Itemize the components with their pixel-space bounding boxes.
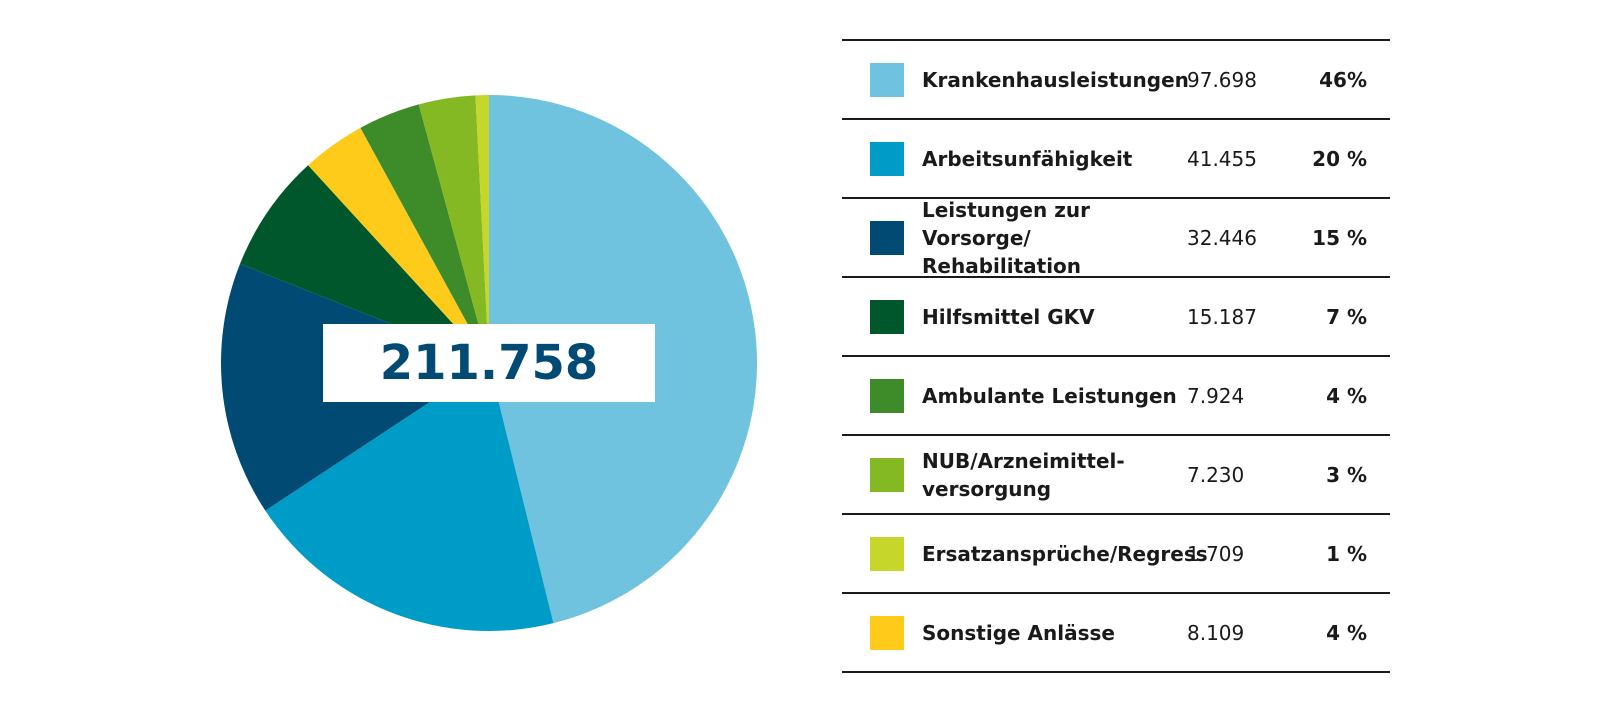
- legend-value: 32.446: [1187, 225, 1257, 250]
- legend-swatch: [870, 62, 904, 97]
- pie-slice: [265, 363, 554, 632]
- legend-swatch: [870, 141, 904, 176]
- legend-value: 8.109: [1187, 620, 1245, 645]
- legend-percent: 7 %: [1326, 304, 1367, 329]
- legend-percent: 20 %: [1312, 146, 1367, 171]
- pie-slice: [308, 127, 489, 364]
- legend-label: Hilfsmittel GKV: [922, 304, 1095, 329]
- legend-row: Ambulante Leistungen 7.924 4 %: [842, 357, 1390, 436]
- legend-row: Arbeitsunfähigkeit 41.455 20 %: [842, 120, 1390, 199]
- legend-label: Ambulante Leistungen: [922, 383, 1177, 408]
- legend-value: 41.455: [1187, 146, 1257, 171]
- legend-swatch: [870, 220, 904, 255]
- legend-value: 1.709: [1187, 541, 1245, 566]
- legend-row: Leistungen zur Vorsorge/ Rehabilitation …: [842, 197, 1390, 278]
- legend-value: 7.924: [1187, 383, 1245, 408]
- pie-slice: [475, 95, 489, 363]
- legend-value: 97.698: [1187, 67, 1257, 92]
- legend-percent: 15 %: [1312, 225, 1367, 250]
- legend-label: Krankenhausleistungen: [922, 67, 1189, 92]
- legend-swatch: [870, 299, 904, 334]
- legend-value: 7.230: [1187, 462, 1245, 487]
- legend-label: Sonstige Anlässe: [922, 620, 1115, 645]
- pie-slice: [418, 95, 489, 364]
- legend-row: Sonstige Anlässe 8.109 4 %: [842, 594, 1390, 673]
- legend-percent: 3 %: [1326, 462, 1367, 487]
- pie-slice: [240, 165, 489, 363]
- legend-swatch: [870, 536, 904, 571]
- legend-label: NUB/Arzneimittel- versorgung: [922, 448, 1125, 501]
- legend-percent: 46%: [1319, 67, 1367, 92]
- legend-percent: 4 %: [1326, 383, 1367, 408]
- legend-swatch: [870, 457, 904, 492]
- legend-row: NUB/Arzneimittel- versorgung 7.230 3 %: [842, 436, 1390, 515]
- total-label-box: 211.758: [323, 324, 655, 402]
- legend-percent: 1 %: [1326, 541, 1367, 566]
- legend-label: Ersatzansprüche/Regress: [922, 541, 1208, 566]
- legend-label: Leistungen zur Vorsorge/ Rehabilitation: [922, 197, 1090, 278]
- legend-row: Ersatzansprüche/Regress 1.709 1 %: [842, 515, 1390, 594]
- legend-row: Hilfsmittel GKV 15.187 7 %: [842, 278, 1390, 357]
- pie-slice: [360, 104, 489, 363]
- legend-swatch: [870, 615, 904, 650]
- legend-table: Krankenhausleistungen 97.698 46% Arbeits…: [842, 39, 1390, 673]
- legend-percent: 4 %: [1326, 620, 1367, 645]
- legend-swatch: [870, 378, 904, 413]
- legend-label: Arbeitsunfähigkeit: [922, 146, 1133, 171]
- legend-value: 15.187: [1187, 304, 1257, 329]
- total-value: 211.758: [379, 335, 599, 391]
- legend-row: Krankenhausleistungen 97.698 46%: [842, 41, 1390, 120]
